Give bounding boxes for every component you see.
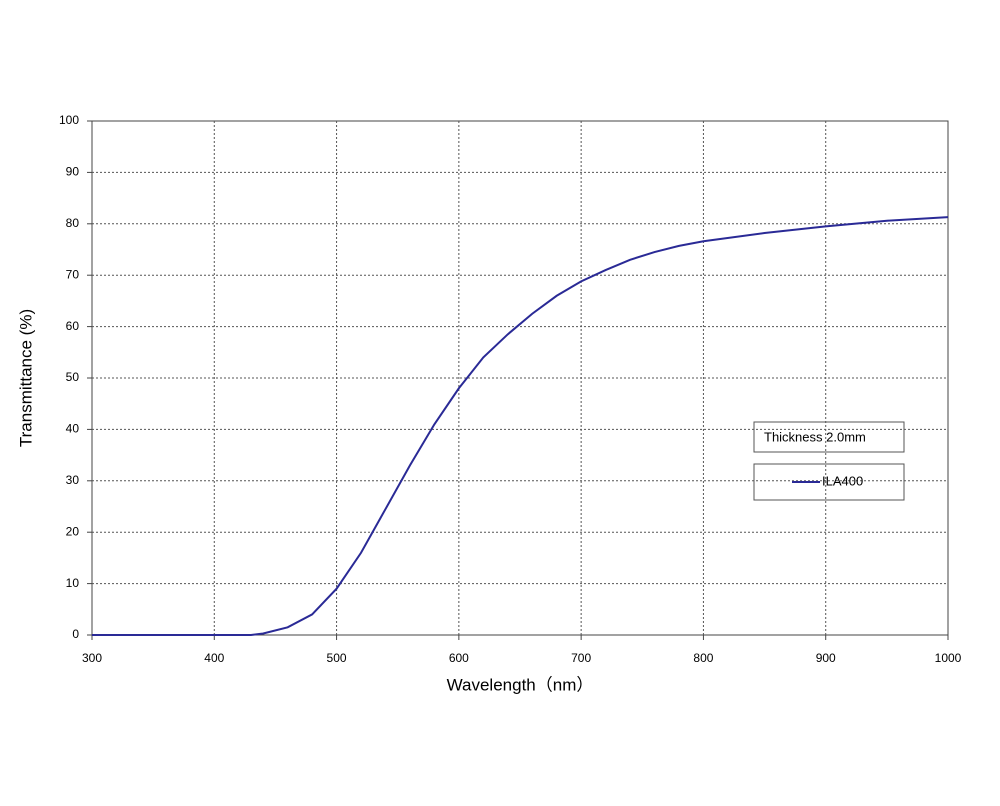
y-tick-label: 70	[66, 267, 80, 281]
x-tick-label: 400	[204, 651, 224, 665]
x-tick-label: 500	[327, 651, 347, 665]
y-tick-label: 90	[66, 165, 80, 179]
annotation: Thickness 2.0mm	[764, 429, 866, 444]
legend-label: ILA400	[822, 473, 863, 488]
annotation-box	[753, 421, 905, 453]
y-axis-label: Transmittance (%)	[16, 309, 35, 447]
data-line	[92, 216, 949, 636]
y-tick-label: 80	[66, 216, 80, 230]
x-tick-label: 900	[816, 651, 836, 665]
x-tick-label: 600	[449, 651, 469, 665]
legend-box	[753, 463, 905, 501]
x-tick-label: 300	[82, 651, 102, 665]
x-axis-label: Wavelength（nm）	[447, 675, 594, 694]
y-tick-label: 50	[66, 370, 80, 384]
x-tick-label: 700	[571, 651, 591, 665]
y-tick-label: 60	[66, 319, 80, 333]
y-tick-label: 0	[72, 627, 79, 641]
y-tick-label: 20	[66, 524, 80, 538]
y-tick-label: 10	[66, 576, 80, 590]
y-tick-label: 40	[66, 422, 80, 436]
x-tick-label: 1000	[935, 651, 962, 665]
y-tick-label: 30	[66, 473, 80, 487]
x-tick-label: 800	[693, 651, 713, 665]
y-tick-label: 100	[59, 113, 79, 127]
